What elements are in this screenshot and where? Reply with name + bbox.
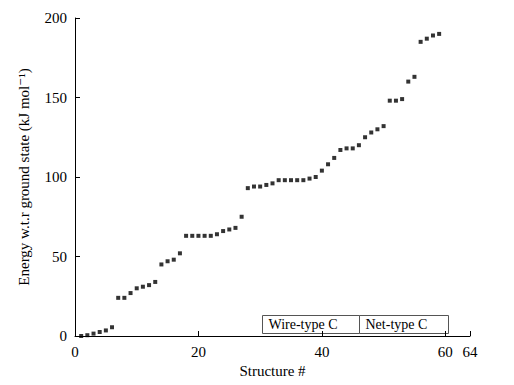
svg-text:20: 20 (191, 344, 206, 360)
svg-text:0: 0 (60, 328, 68, 344)
svg-text:40: 40 (314, 344, 329, 360)
svg-text:64: 64 (463, 344, 479, 360)
svg-text:0: 0 (71, 344, 79, 360)
svg-text:Structure #: Structure # (239, 363, 306, 379)
svg-text:Energy w.t.r ground state (kJ: Energy w.t.r ground state (kJ mol⁻¹) (16, 68, 33, 285)
svg-text:200: 200 (45, 10, 68, 26)
svg-text:150: 150 (45, 90, 68, 106)
svg-text:100: 100 (45, 169, 68, 185)
svg-text:Net-type C: Net-type C (366, 317, 428, 332)
svg-text:60: 60 (438, 344, 453, 360)
svg-text:50: 50 (52, 249, 67, 265)
svg-text:Wire-type C: Wire-type C (269, 317, 338, 332)
